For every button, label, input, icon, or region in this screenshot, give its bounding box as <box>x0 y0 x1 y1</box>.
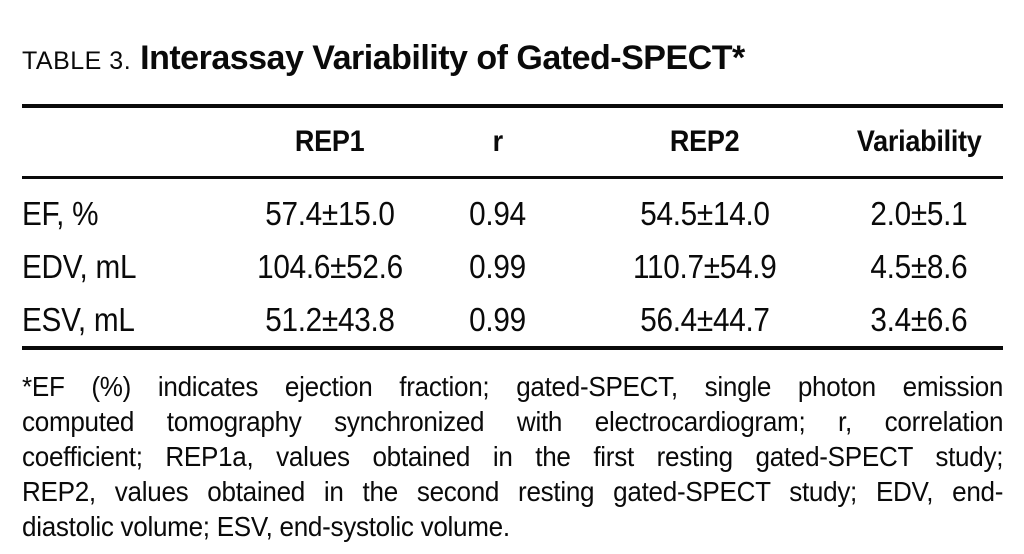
table-row-ef: EF, % 57.4±15.0 0.94 54.5±14.0 2.0±5.1 <box>22 178 1003 241</box>
header-cell-variability: Variability <box>835 106 1003 179</box>
footnote-line-2: computed tomography synchronized with el… <box>22 406 1004 437</box>
cell-esv-r: 0.99 <box>469 300 526 338</box>
footnote-line-3: coefficient; REP1a, values obtained in t… <box>22 441 1004 472</box>
header-cell-rep1: REP1 <box>240 106 420 179</box>
header-cell-rep2: REP2 <box>575 106 835 179</box>
header-cell-empty <box>22 106 240 179</box>
cell-edv-variability: 4.5±8.6 <box>870 247 968 285</box>
header-row: REP1 r REP2 Variability <box>22 106 1003 179</box>
header-cell-r: r <box>420 106 575 179</box>
footnote-line-5: diastolic volume; ESV, end-systolic volu… <box>22 511 510 542</box>
cell-esv-rep2: 56.4±44.7 <box>640 300 770 338</box>
cell-edv-rep2: 110.7±54.9 <box>633 247 777 285</box>
footnote-line-1: *EF (%) indicates ejection fraction; gat… <box>22 371 1004 402</box>
footnote: *EF (%) indicates ejection fraction; gat… <box>22 369 1003 544</box>
cell-ef-variability: 2.0±5.1 <box>870 194 968 232</box>
table-row-esv: ESV, mL 51.2±43.8 0.99 56.4±44.7 3.4±6.6 <box>22 293 1003 348</box>
cell-edv-r: 0.99 <box>469 247 526 285</box>
cell-ef-r: 0.94 <box>469 194 526 232</box>
cell-ef-rep1: 57.4±15.0 <box>265 194 395 232</box>
table-row-edv: EDV, mL 104.6±52.6 0.99 110.7±54.9 4.5±8… <box>22 240 1003 293</box>
table-number-label: TABLE 3. <box>22 47 132 75</box>
cell-esv-rep1: 51.2±43.8 <box>265 300 395 338</box>
row-label-ef: EF, % <box>22 194 99 232</box>
table-heading: Interassay Variability of Gated-SPECT* <box>140 39 745 77</box>
data-table: REP1 r REP2 Variability EF, % 57.4±15.0 … <box>22 104 1003 350</box>
row-label-edv: EDV, mL <box>22 247 137 285</box>
cell-ef-rep2: 54.5±14.0 <box>640 194 770 232</box>
footnote-line-4: REP2, values obtained in the second rest… <box>22 476 1004 507</box>
row-label-esv: ESV, mL <box>22 300 135 338</box>
cell-edv-rep1: 104.6±52.6 <box>257 247 403 285</box>
table-title: TABLE 3. Interassay Variability of Gated-… <box>22 38 1003 78</box>
cell-esv-variability: 3.4±6.6 <box>870 300 968 338</box>
